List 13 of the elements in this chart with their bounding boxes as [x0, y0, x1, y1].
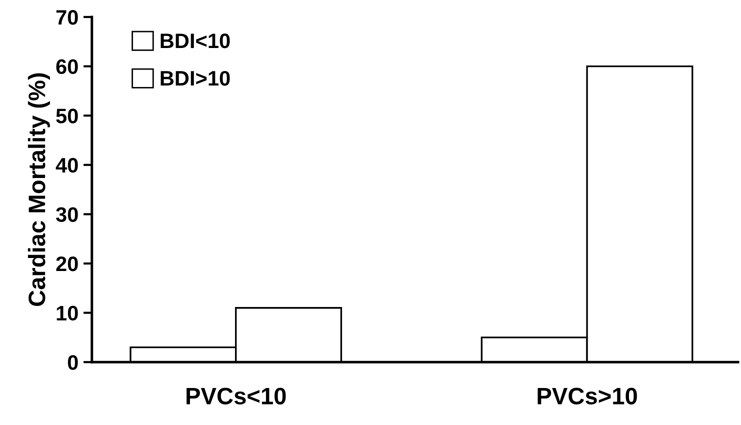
x-tick-label: PVCs<10	[186, 388, 286, 404]
x-tick-label: PVCs>10	[538, 388, 637, 404]
y-tick-label: 50	[56, 108, 78, 124]
y-tick-label: 30	[56, 207, 78, 222]
y-tick-label: 40	[56, 158, 78, 173]
y-tick-label: 60	[56, 59, 78, 74]
y-tick-label: 20	[56, 256, 78, 272]
y-tick-label: 70	[56, 10, 78, 25]
legend-label: BDI>10	[160, 70, 230, 86]
y-tick-label: 10	[56, 306, 78, 321]
legend-label: BDI<10	[160, 33, 230, 48]
y-axis-title: Cardiac Mortality (%)	[28, 73, 50, 306]
y-tick-label: 0	[68, 355, 78, 370]
